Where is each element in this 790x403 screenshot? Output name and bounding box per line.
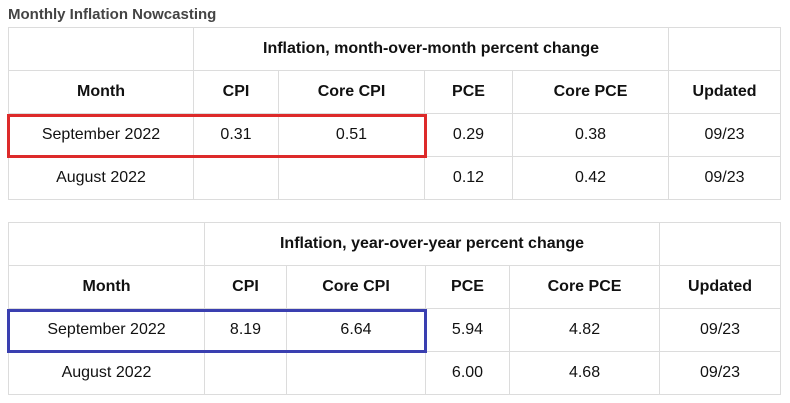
group-header-row: Inflation, month-over-month percent chan… xyxy=(8,27,782,71)
column-header-row: Month CPI Core CPI PCE Core PCE Updated xyxy=(8,70,782,114)
empty-header-cell xyxy=(8,222,205,266)
column-header-pce: PCE xyxy=(425,265,510,309)
column-header-cpi: CPI xyxy=(204,265,287,309)
column-header-month: Month xyxy=(8,265,205,309)
pce-cell: 0.12 xyxy=(424,156,513,200)
updated-cell: 09/23 xyxy=(659,308,782,352)
table-row: September 2022 8.19 6.64 5.94 4.82 09/23 xyxy=(8,308,782,352)
core-pce-cell: 0.42 xyxy=(511,156,670,200)
cpi-cell: 8.19 xyxy=(204,308,287,352)
column-header-core-cpi: Core CPI xyxy=(278,70,425,114)
core-pce-cell: 4.68 xyxy=(508,351,661,395)
cpi-cell: 0.31 xyxy=(193,113,279,157)
month-cell: August 2022 xyxy=(8,351,205,395)
empty-header-cell xyxy=(8,27,194,71)
column-header-core-cpi: Core CPI xyxy=(286,265,426,309)
yoy-inflation-table: Inflation, year-over-year percent change… xyxy=(8,222,782,395)
mom-group-header: Inflation, month-over-month percent chan… xyxy=(192,27,670,71)
updated-cell: 09/23 xyxy=(668,113,782,157)
month-cell: September 2022 xyxy=(8,113,194,157)
column-header-updated: Updated xyxy=(668,70,782,114)
pce-cell: 0.29 xyxy=(424,113,513,157)
column-header-pce: PCE xyxy=(424,70,513,114)
page-title: Monthly Inflation Nowcasting xyxy=(8,6,217,23)
yoy-group-header: Inflation, year-over-year percent change xyxy=(203,222,661,266)
column-header-month: Month xyxy=(8,70,194,114)
pce-cell: 6.00 xyxy=(425,351,510,395)
column-header-row: Month CPI Core CPI PCE Core PCE Updated xyxy=(8,265,782,309)
month-cell: August 2022 xyxy=(8,156,194,200)
month-cell: September 2022 xyxy=(8,308,205,352)
empty-header-cell xyxy=(668,27,782,71)
core-pce-cell: 4.82 xyxy=(508,308,661,352)
updated-cell: 09/23 xyxy=(659,351,782,395)
core-cpi-cell xyxy=(278,156,425,200)
column-header-core-pce: Core PCE xyxy=(508,265,661,309)
mom-inflation-table: Inflation, month-over-month percent chan… xyxy=(8,27,782,200)
core-cpi-cell: 6.64 xyxy=(286,308,426,352)
updated-cell: 09/23 xyxy=(668,156,782,200)
group-header-row: Inflation, year-over-year percent change xyxy=(8,222,782,266)
core-pce-cell: 0.38 xyxy=(511,113,670,157)
pce-cell: 5.94 xyxy=(425,308,510,352)
core-cpi-cell xyxy=(286,351,426,395)
column-header-core-pce: Core PCE xyxy=(511,70,670,114)
column-header-cpi: CPI xyxy=(193,70,279,114)
table-row: September 2022 0.31 0.51 0.29 0.38 09/23 xyxy=(8,113,782,157)
empty-header-cell xyxy=(659,222,782,266)
table-row: August 2022 0.12 0.42 09/23 xyxy=(8,156,782,200)
cpi-cell xyxy=(193,156,279,200)
cpi-cell xyxy=(204,351,287,395)
table-row: August 2022 6.00 4.68 09/23 xyxy=(8,351,782,395)
core-cpi-cell: 0.51 xyxy=(278,113,425,157)
column-header-updated: Updated xyxy=(659,265,782,309)
